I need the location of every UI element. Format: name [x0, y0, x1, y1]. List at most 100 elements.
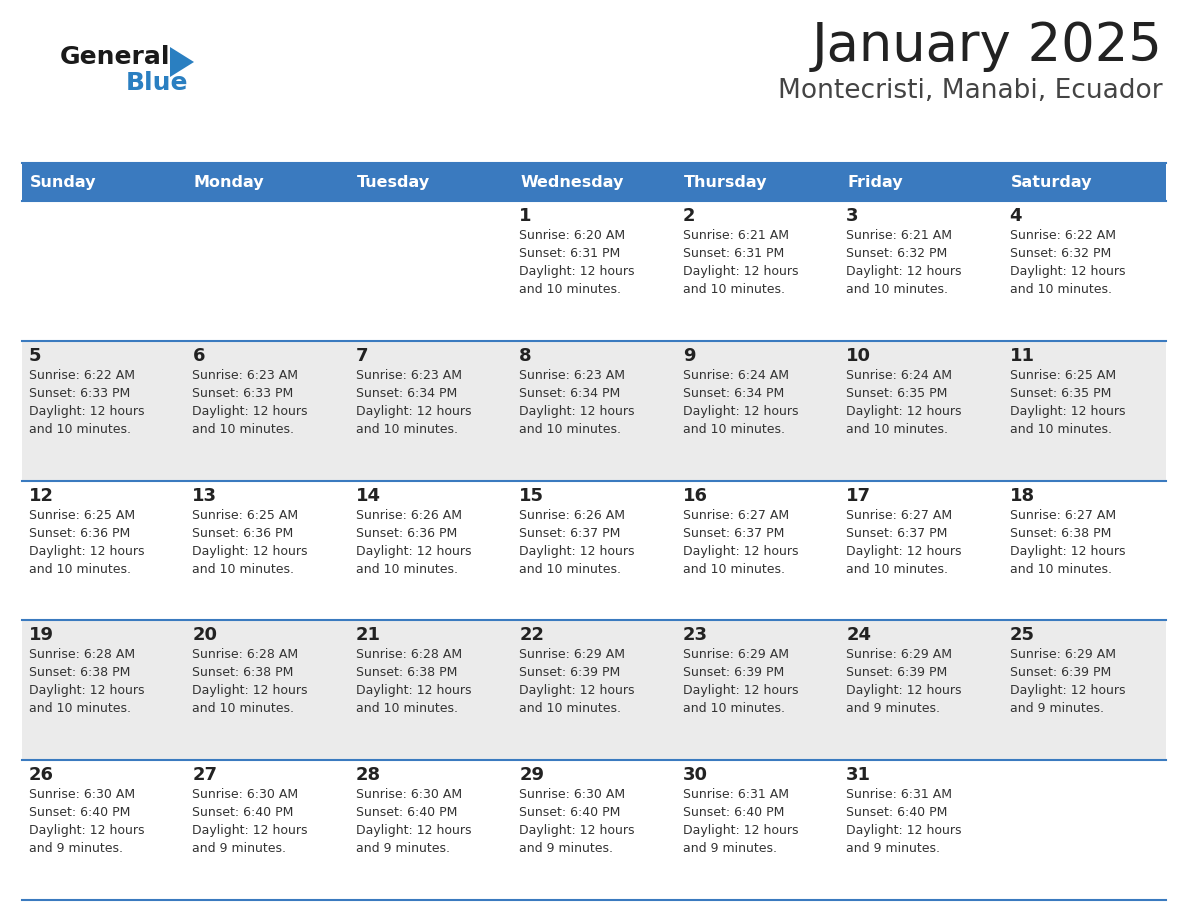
Bar: [512, 621, 676, 760]
Text: 31: 31: [846, 767, 871, 784]
Bar: [349, 481, 512, 621]
Text: 28: 28: [356, 767, 381, 784]
Text: Sunrise: 6:23 AM
Sunset: 6:34 PM
Daylight: 12 hours
and 10 minutes.: Sunrise: 6:23 AM Sunset: 6:34 PM Dayligh…: [356, 369, 472, 436]
Polygon shape: [170, 47, 194, 77]
Text: Sunrise: 6:30 AM
Sunset: 6:40 PM
Daylight: 12 hours
and 9 minutes.: Sunrise: 6:30 AM Sunset: 6:40 PM Dayligh…: [29, 789, 145, 856]
Bar: [512, 163, 676, 201]
Text: 6: 6: [192, 347, 204, 364]
Text: 5: 5: [29, 347, 42, 364]
Text: Sunrise: 6:27 AM
Sunset: 6:37 PM
Daylight: 12 hours
and 10 minutes.: Sunrise: 6:27 AM Sunset: 6:37 PM Dayligh…: [846, 509, 961, 576]
Bar: [676, 201, 839, 341]
Text: Sunrise: 6:27 AM
Sunset: 6:38 PM
Daylight: 12 hours
and 10 minutes.: Sunrise: 6:27 AM Sunset: 6:38 PM Dayligh…: [1010, 509, 1125, 576]
Text: 10: 10: [846, 347, 871, 364]
Text: 12: 12: [29, 487, 53, 505]
Bar: [676, 163, 839, 201]
Text: Sunrise: 6:30 AM
Sunset: 6:40 PM
Daylight: 12 hours
and 9 minutes.: Sunrise: 6:30 AM Sunset: 6:40 PM Dayligh…: [519, 789, 634, 856]
Text: Sunrise: 6:26 AM
Sunset: 6:36 PM
Daylight: 12 hours
and 10 minutes.: Sunrise: 6:26 AM Sunset: 6:36 PM Dayligh…: [356, 509, 472, 576]
Bar: [1003, 163, 1165, 201]
Text: Sunrise: 6:31 AM
Sunset: 6:40 PM
Daylight: 12 hours
and 9 minutes.: Sunrise: 6:31 AM Sunset: 6:40 PM Dayligh…: [846, 789, 961, 856]
Text: Montecristi, Manabi, Ecuador: Montecristi, Manabi, Ecuador: [778, 78, 1163, 104]
Text: 22: 22: [519, 626, 544, 644]
Bar: [349, 341, 512, 481]
Bar: [1003, 201, 1165, 341]
Text: 25: 25: [1010, 626, 1035, 644]
Text: Sunrise: 6:28 AM
Sunset: 6:38 PM
Daylight: 12 hours
and 10 minutes.: Sunrise: 6:28 AM Sunset: 6:38 PM Dayligh…: [29, 648, 145, 715]
Bar: [839, 481, 1003, 621]
Text: 26: 26: [29, 767, 53, 784]
Text: 14: 14: [356, 487, 381, 505]
Bar: [349, 760, 512, 900]
Text: 18: 18: [1010, 487, 1035, 505]
Text: 2: 2: [683, 207, 695, 225]
Bar: [23, 621, 185, 760]
Text: Sunday: Sunday: [30, 174, 96, 189]
Bar: [1003, 481, 1165, 621]
Bar: [512, 760, 676, 900]
Text: Tuesday: Tuesday: [356, 174, 430, 189]
Text: Sunrise: 6:23 AM
Sunset: 6:34 PM
Daylight: 12 hours
and 10 minutes.: Sunrise: 6:23 AM Sunset: 6:34 PM Dayligh…: [519, 369, 634, 436]
Text: Wednesday: Wednesday: [520, 174, 624, 189]
Bar: [23, 201, 185, 341]
Text: 27: 27: [192, 767, 217, 784]
Text: Sunrise: 6:24 AM
Sunset: 6:35 PM
Daylight: 12 hours
and 10 minutes.: Sunrise: 6:24 AM Sunset: 6:35 PM Dayligh…: [846, 369, 961, 436]
Bar: [23, 760, 185, 900]
Bar: [185, 481, 349, 621]
Text: 20: 20: [192, 626, 217, 644]
Text: 29: 29: [519, 767, 544, 784]
Text: Sunrise: 6:24 AM
Sunset: 6:34 PM
Daylight: 12 hours
and 10 minutes.: Sunrise: 6:24 AM Sunset: 6:34 PM Dayligh…: [683, 369, 798, 436]
Text: 11: 11: [1010, 347, 1035, 364]
Text: Sunrise: 6:29 AM
Sunset: 6:39 PM
Daylight: 12 hours
and 10 minutes.: Sunrise: 6:29 AM Sunset: 6:39 PM Dayligh…: [683, 648, 798, 715]
Text: Thursday: Thursday: [684, 174, 767, 189]
Bar: [185, 621, 349, 760]
Text: Sunrise: 6:23 AM
Sunset: 6:33 PM
Daylight: 12 hours
and 10 minutes.: Sunrise: 6:23 AM Sunset: 6:33 PM Dayligh…: [192, 369, 308, 436]
Text: January 2025: January 2025: [813, 20, 1163, 72]
Text: Sunrise: 6:29 AM
Sunset: 6:39 PM
Daylight: 12 hours
and 9 minutes.: Sunrise: 6:29 AM Sunset: 6:39 PM Dayligh…: [1010, 648, 1125, 715]
Text: 19: 19: [29, 626, 53, 644]
Text: 23: 23: [683, 626, 708, 644]
Bar: [512, 201, 676, 341]
Text: Sunrise: 6:25 AM
Sunset: 6:36 PM
Daylight: 12 hours
and 10 minutes.: Sunrise: 6:25 AM Sunset: 6:36 PM Dayligh…: [29, 509, 145, 576]
Text: Monday: Monday: [194, 174, 264, 189]
Text: Sunrise: 6:26 AM
Sunset: 6:37 PM
Daylight: 12 hours
and 10 minutes.: Sunrise: 6:26 AM Sunset: 6:37 PM Dayligh…: [519, 509, 634, 576]
Bar: [185, 201, 349, 341]
Text: Sunrise: 6:30 AM
Sunset: 6:40 PM
Daylight: 12 hours
and 9 minutes.: Sunrise: 6:30 AM Sunset: 6:40 PM Dayligh…: [356, 789, 472, 856]
Text: 3: 3: [846, 207, 859, 225]
Text: Sunrise: 6:28 AM
Sunset: 6:38 PM
Daylight: 12 hours
and 10 minutes.: Sunrise: 6:28 AM Sunset: 6:38 PM Dayligh…: [192, 648, 308, 715]
Text: Sunrise: 6:22 AM
Sunset: 6:33 PM
Daylight: 12 hours
and 10 minutes.: Sunrise: 6:22 AM Sunset: 6:33 PM Dayligh…: [29, 369, 145, 436]
Text: 16: 16: [683, 487, 708, 505]
Text: 17: 17: [846, 487, 871, 505]
Bar: [839, 201, 1003, 341]
Text: 7: 7: [356, 347, 368, 364]
Bar: [676, 760, 839, 900]
Bar: [676, 481, 839, 621]
Text: 15: 15: [519, 487, 544, 505]
Text: 9: 9: [683, 347, 695, 364]
Bar: [349, 621, 512, 760]
Text: 30: 30: [683, 767, 708, 784]
Text: 13: 13: [192, 487, 217, 505]
Text: General: General: [61, 45, 171, 69]
Text: Sunrise: 6:28 AM
Sunset: 6:38 PM
Daylight: 12 hours
and 10 minutes.: Sunrise: 6:28 AM Sunset: 6:38 PM Dayligh…: [356, 648, 472, 715]
Text: Sunrise: 6:30 AM
Sunset: 6:40 PM
Daylight: 12 hours
and 9 minutes.: Sunrise: 6:30 AM Sunset: 6:40 PM Dayligh…: [192, 789, 308, 856]
Text: Blue: Blue: [126, 71, 189, 95]
Bar: [23, 163, 185, 201]
Bar: [185, 760, 349, 900]
Text: Sunrise: 6:21 AM
Sunset: 6:32 PM
Daylight: 12 hours
and 10 minutes.: Sunrise: 6:21 AM Sunset: 6:32 PM Dayligh…: [846, 229, 961, 296]
Bar: [349, 163, 512, 201]
Bar: [676, 621, 839, 760]
Bar: [839, 163, 1003, 201]
Text: Sunrise: 6:31 AM
Sunset: 6:40 PM
Daylight: 12 hours
and 9 minutes.: Sunrise: 6:31 AM Sunset: 6:40 PM Dayligh…: [683, 789, 798, 856]
Text: 4: 4: [1010, 207, 1022, 225]
Text: Saturday: Saturday: [1011, 174, 1092, 189]
Text: Sunrise: 6:21 AM
Sunset: 6:31 PM
Daylight: 12 hours
and 10 minutes.: Sunrise: 6:21 AM Sunset: 6:31 PM Dayligh…: [683, 229, 798, 296]
Bar: [185, 341, 349, 481]
Text: 24: 24: [846, 626, 871, 644]
Bar: [839, 341, 1003, 481]
Text: 21: 21: [356, 626, 381, 644]
Bar: [1003, 621, 1165, 760]
Bar: [839, 760, 1003, 900]
Bar: [1003, 341, 1165, 481]
Bar: [512, 481, 676, 621]
Text: Sunrise: 6:25 AM
Sunset: 6:36 PM
Daylight: 12 hours
and 10 minutes.: Sunrise: 6:25 AM Sunset: 6:36 PM Dayligh…: [192, 509, 308, 576]
Bar: [23, 481, 185, 621]
